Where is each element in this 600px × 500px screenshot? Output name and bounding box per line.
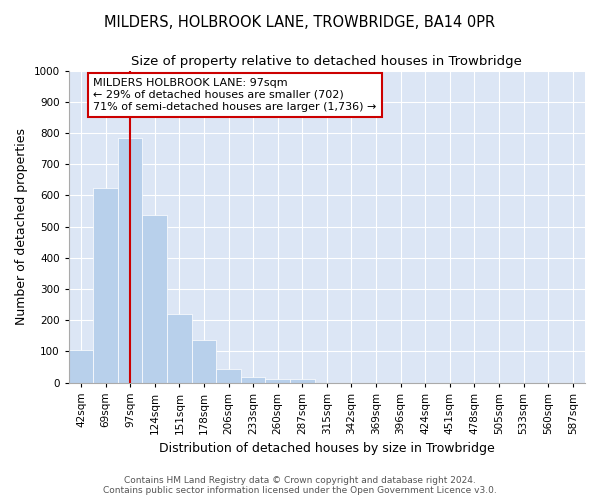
- Bar: [290, 380, 314, 382]
- Text: MILDERS, HOLBROOK LANE, TROWBRIDGE, BA14 0PR: MILDERS, HOLBROOK LANE, TROWBRIDGE, BA14…: [104, 15, 496, 30]
- Text: MILDERS HOLBROOK LANE: 97sqm
← 29% of detached houses are smaller (702)
71% of s: MILDERS HOLBROOK LANE: 97sqm ← 29% of de…: [93, 78, 377, 112]
- Bar: [93, 188, 118, 382]
- Text: Contains HM Land Registry data © Crown copyright and database right 2024.
Contai: Contains HM Land Registry data © Crown c…: [103, 476, 497, 495]
- Bar: [216, 369, 241, 382]
- Y-axis label: Number of detached properties: Number of detached properties: [15, 128, 28, 325]
- Bar: [241, 377, 265, 382]
- Bar: [118, 138, 142, 382]
- X-axis label: Distribution of detached houses by size in Trowbridge: Distribution of detached houses by size …: [159, 442, 495, 455]
- Bar: [142, 215, 167, 382]
- Title: Size of property relative to detached houses in Trowbridge: Size of property relative to detached ho…: [131, 55, 522, 68]
- Bar: [167, 314, 191, 382]
- Bar: [69, 350, 93, 382]
- Bar: [191, 340, 216, 382]
- Bar: [265, 379, 290, 382]
